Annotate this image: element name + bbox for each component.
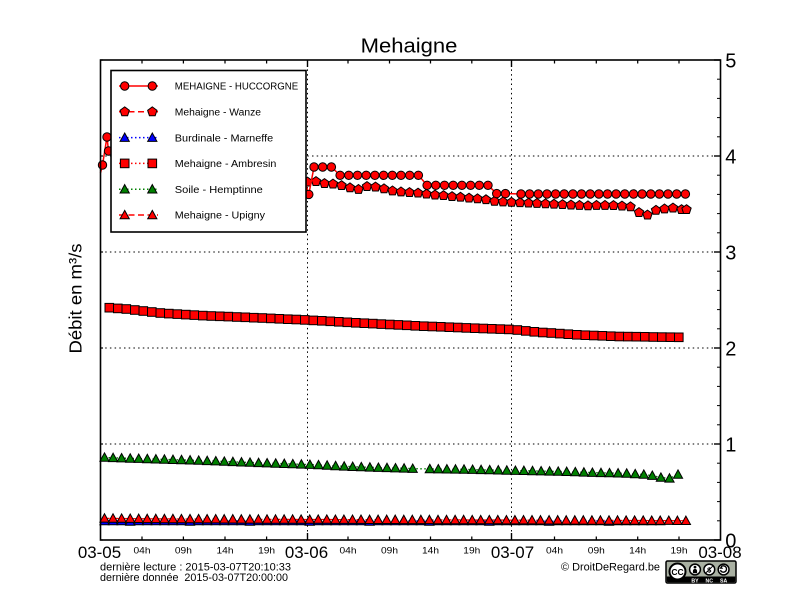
svg-text:04h: 04h [134, 545, 151, 555]
svg-text:03-05: 03-05 [78, 543, 121, 562]
svg-text:1: 1 [725, 434, 736, 456]
svg-text:19h: 19h [463, 545, 480, 555]
svg-text:NC: NC [706, 578, 714, 584]
svg-text:09h: 09h [175, 545, 192, 555]
svg-text:0: 0 [725, 530, 736, 552]
svg-text:Burdinale - Marneffe: Burdinale - Marneffe [175, 133, 274, 144]
svg-text:Mehaigne: Mehaigne [361, 35, 458, 57]
svg-text:14h: 14h [422, 545, 439, 555]
svg-text:$: $ [707, 565, 712, 574]
svg-text:Mehaigne - Ambresin: Mehaigne - Ambresin [175, 159, 277, 170]
svg-text:19h: 19h [258, 545, 275, 555]
svg-text:14h: 14h [217, 545, 234, 555]
svg-text:4: 4 [725, 146, 736, 168]
svg-text:MEHAIGNE - HUCCORGNE: MEHAIGNE - HUCCORGNE [175, 82, 299, 93]
svg-text:09h: 09h [588, 545, 605, 555]
svg-text:03-08: 03-08 [698, 543, 741, 562]
svg-text:© DroitDeRegard.be: © DroitDeRegard.be [561, 562, 660, 574]
svg-text:Soile - Hemptinne: Soile - Hemptinne [175, 185, 263, 196]
svg-text:04h: 04h [546, 545, 563, 555]
svg-text:Débit en m³/s: Débit en m³/s [66, 243, 86, 353]
svg-text:2: 2 [725, 338, 736, 360]
svg-text:5: 5 [725, 50, 736, 72]
svg-text:03-07: 03-07 [491, 543, 534, 562]
svg-text:04h: 04h [340, 545, 357, 555]
svg-text:Mehaigne - Upigny: Mehaigne - Upigny [175, 211, 265, 222]
svg-text:19h: 19h [671, 545, 688, 555]
svg-text:14h: 14h [629, 545, 646, 555]
svg-text:SA: SA [720, 578, 727, 584]
svg-text:dernière donnée 2015-03-07T20: dernière donnée 2015-03-07T20:00:00 [100, 572, 288, 584]
svg-text:03-06: 03-06 [285, 543, 328, 562]
svg-text:dernière lecture : 2015-03-07T: dernière lecture : 2015-03-07T20:10:33 [100, 562, 291, 574]
svg-text:3: 3 [725, 242, 736, 264]
svg-text:BY: BY [691, 578, 699, 584]
svg-text:09h: 09h [381, 545, 398, 555]
svg-text:Mehaigne - Wanze: Mehaigne - Wanze [175, 108, 262, 119]
svg-text:CC: CC [671, 567, 683, 577]
